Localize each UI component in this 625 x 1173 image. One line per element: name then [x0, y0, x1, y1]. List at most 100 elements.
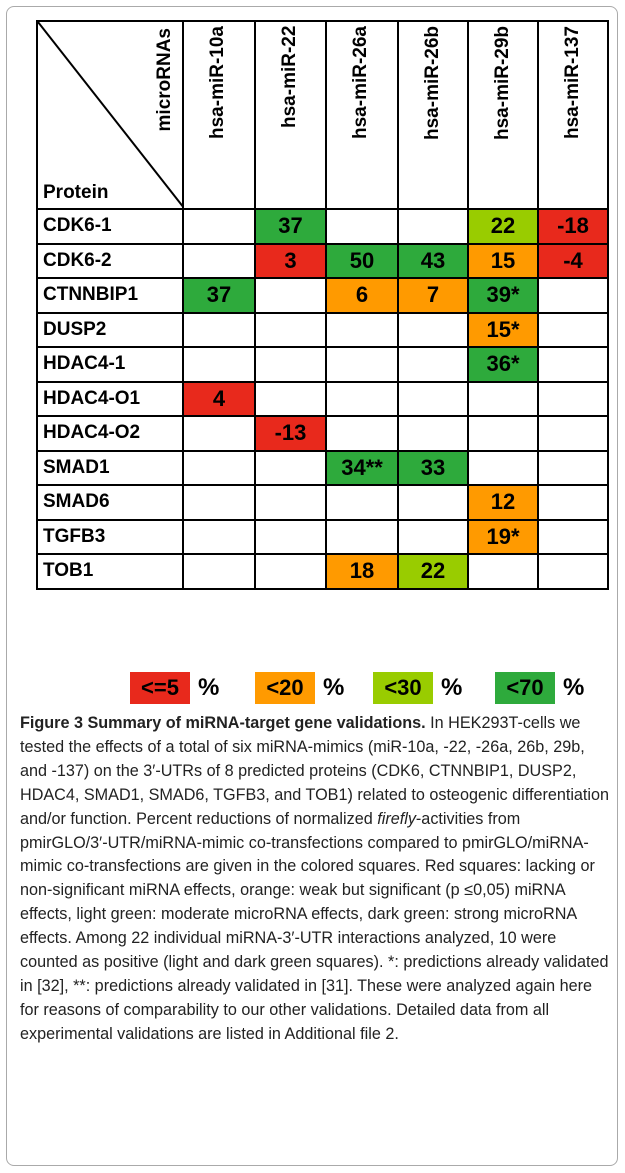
empty-cell	[254, 277, 327, 314]
empty-cell	[537, 277, 609, 314]
legend-swatch: <20	[255, 672, 315, 704]
empty-cell	[254, 484, 327, 521]
empty-cell	[182, 208, 256, 245]
empty-cell	[537, 518, 609, 555]
row-label: DUSP2	[36, 311, 184, 348]
empty-cell	[397, 484, 469, 521]
empty-cell	[397, 518, 469, 555]
column-header: hsa-miR-29b	[467, 20, 539, 210]
column-label: hsa-miR-137	[562, 26, 583, 139]
row-label: SMAD6	[36, 484, 184, 521]
empty-cell	[467, 553, 539, 590]
table-row: HDAC4-1 36*	[36, 346, 609, 383]
figure-frame	[6, 6, 618, 1166]
column-header: hsa-miR-26b	[397, 20, 469, 210]
empty-cell	[182, 553, 256, 590]
empty-cell	[182, 484, 256, 521]
column-label: hsa-miR-22	[279, 26, 300, 129]
table-row: SMAD6 12	[36, 484, 609, 521]
legend-unit: %	[323, 674, 345, 701]
value-cell: 3	[254, 242, 327, 279]
empty-cell	[397, 380, 469, 417]
empty-cell	[397, 311, 469, 348]
column-header: hsa-miR-22	[254, 20, 327, 210]
value-cell: 6	[325, 277, 399, 314]
column-label: hsa-miR-26a	[350, 26, 371, 139]
header-row: microRNAs Protein hsa-miR-10a hsa-miR-22 hsa…	[36, 20, 609, 210]
legend-swatch: <70	[495, 672, 555, 704]
legend-swatch: <30	[373, 672, 433, 704]
empty-cell	[325, 415, 399, 452]
table-row: TGFB3 19*	[36, 518, 609, 555]
empty-cell	[467, 380, 539, 417]
corner-column-label: microRNAs	[154, 28, 175, 132]
empty-cell	[325, 380, 399, 417]
table-row: SMAD1 34** 33	[36, 449, 609, 486]
caption-title: Figure 3 Summary of miRNA-target gene va…	[20, 714, 426, 732]
empty-cell	[467, 415, 539, 452]
table-row: CDK6-2 3 50 43 15 -4	[36, 242, 609, 279]
corner-cell: microRNAs Protein	[36, 20, 184, 210]
corner-diagonal	[38, 22, 184, 208]
value-cell: 43	[397, 242, 469, 279]
column-header: hsa-miR-137	[537, 20, 609, 210]
empty-cell	[325, 518, 399, 555]
column-label: hsa-miR-26b	[422, 26, 443, 141]
empty-cell	[325, 311, 399, 348]
row-label: HDAC4-1	[36, 346, 184, 383]
empty-cell	[182, 346, 256, 383]
empty-cell	[537, 415, 609, 452]
value-cell: 37	[254, 208, 327, 245]
validation-table: microRNAs Protein hsa-miR-10a hsa-miR-22 hsa…	[36, 20, 609, 590]
column-label: hsa-miR-10a	[207, 26, 228, 139]
corner-row-label: Protein	[43, 182, 109, 203]
column-header: hsa-miR-10a	[182, 20, 256, 210]
empty-cell	[537, 484, 609, 521]
empty-cell	[182, 415, 256, 452]
row-label: CDK6-1	[36, 208, 184, 245]
value-cell: 18	[325, 553, 399, 590]
empty-cell	[537, 346, 609, 383]
empty-cell	[182, 518, 256, 555]
caption-text: -activities from pmirGLO/3′-UTR/miRNA-mi…	[20, 809, 609, 1043]
table-row: HDAC4-O2 -13	[36, 415, 609, 452]
legend-swatch: <=5	[130, 672, 190, 704]
empty-cell	[537, 553, 609, 590]
row-label: CDK6-2	[36, 242, 184, 279]
value-cell: 22	[467, 208, 539, 245]
value-cell: 22	[397, 553, 469, 590]
value-cell: 15	[467, 242, 539, 279]
empty-cell	[254, 449, 327, 486]
empty-cell	[254, 518, 327, 555]
table-row: DUSP2 15*	[36, 311, 609, 348]
value-cell: 37	[182, 277, 256, 314]
empty-cell	[254, 311, 327, 348]
empty-cell	[182, 242, 256, 279]
row-label: SMAD1	[36, 449, 184, 486]
legend-unit: %	[441, 674, 463, 701]
column-label: hsa-miR-29b	[492, 26, 513, 141]
value-cell: 36*	[467, 346, 539, 383]
empty-cell	[397, 415, 469, 452]
value-cell: -18	[537, 208, 609, 245]
empty-cell	[537, 380, 609, 417]
value-cell: 39*	[467, 277, 539, 314]
empty-cell	[254, 553, 327, 590]
value-cell: 12	[467, 484, 539, 521]
value-cell: -13	[254, 415, 327, 452]
empty-cell	[397, 346, 469, 383]
table-row: CDK6-1 37 22 -18	[36, 208, 609, 245]
empty-cell	[537, 311, 609, 348]
empty-cell	[467, 449, 539, 486]
empty-cell	[397, 208, 469, 245]
empty-cell	[254, 346, 327, 383]
table-row: CTNNBIP1 37 6 7 39*	[36, 277, 609, 314]
row-label: HDAC4-O2	[36, 415, 184, 452]
table-row: HDAC4-O1 4	[36, 380, 609, 417]
caption: Figure 3 Summary of miRNA-target gene va…	[20, 712, 612, 1047]
value-cell: 34**	[325, 449, 399, 486]
caption-text: In HEK293T-cells we tested the effects o…	[20, 714, 610, 828]
value-cell: 19*	[467, 518, 539, 555]
legend-unit: %	[563, 674, 585, 701]
row-label: CTNNBIP1	[36, 277, 184, 314]
